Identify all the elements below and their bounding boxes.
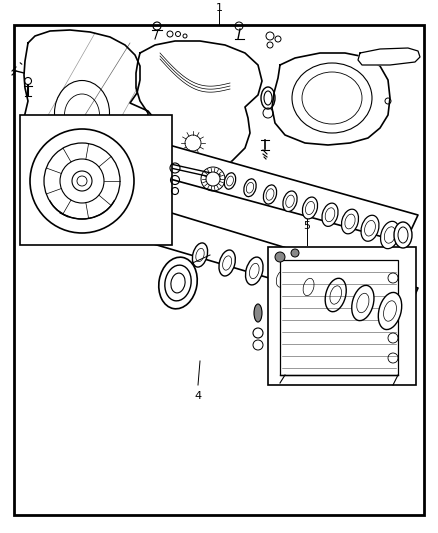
Ellipse shape: [192, 243, 208, 267]
Polygon shape: [272, 53, 390, 145]
Polygon shape: [150, 211, 418, 318]
Ellipse shape: [283, 191, 297, 212]
Ellipse shape: [394, 222, 412, 248]
Circle shape: [23, 150, 49, 176]
Ellipse shape: [224, 173, 236, 189]
Ellipse shape: [325, 278, 346, 312]
Text: 1: 1: [215, 3, 223, 13]
Circle shape: [206, 172, 220, 186]
Ellipse shape: [381, 221, 399, 249]
Ellipse shape: [352, 285, 374, 321]
Polygon shape: [148, 143, 418, 243]
Bar: [280, 260, 398, 375]
Ellipse shape: [263, 185, 277, 204]
Circle shape: [291, 249, 299, 257]
Ellipse shape: [219, 250, 235, 276]
Polygon shape: [136, 41, 262, 175]
Polygon shape: [358, 48, 420, 65]
Ellipse shape: [272, 264, 291, 294]
Ellipse shape: [246, 257, 263, 285]
Ellipse shape: [361, 215, 379, 241]
Ellipse shape: [378, 293, 402, 329]
Ellipse shape: [254, 304, 262, 322]
Ellipse shape: [322, 203, 338, 227]
Ellipse shape: [302, 197, 318, 219]
Text: 3: 3: [172, 275, 179, 285]
Circle shape: [275, 252, 285, 262]
Ellipse shape: [159, 257, 197, 309]
Bar: [20, 115, 172, 245]
Polygon shape: [24, 30, 160, 186]
Circle shape: [30, 129, 134, 233]
Ellipse shape: [342, 209, 359, 234]
Text: 2: 2: [64, 221, 71, 231]
Ellipse shape: [244, 179, 256, 197]
Ellipse shape: [299, 271, 318, 303]
Text: 5: 5: [304, 221, 311, 231]
Text: 4: 4: [194, 391, 201, 401]
Circle shape: [72, 171, 92, 191]
Bar: [268, 247, 416, 385]
